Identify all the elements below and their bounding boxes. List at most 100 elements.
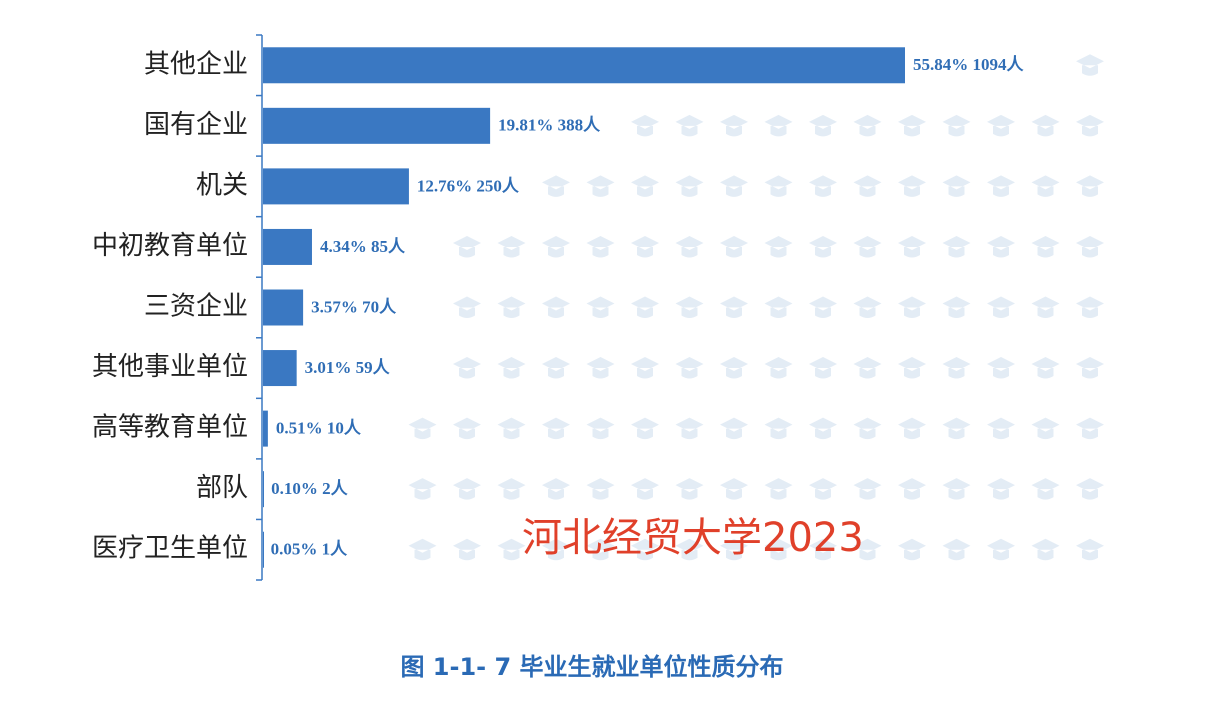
cap-icon	[453, 538, 481, 561]
cap-icon	[542, 417, 570, 440]
cap-icon	[497, 296, 526, 318]
cap-icon	[1076, 175, 1104, 197]
cap-icon	[497, 538, 526, 561]
cap-icon	[853, 114, 882, 137]
value-label: 0.05% 1人	[271, 540, 349, 559]
cap-icon	[987, 357, 1015, 379]
category-label: 机关	[196, 170, 248, 200]
cap-icon	[675, 114, 704, 137]
cap-icon	[1031, 538, 1060, 561]
cap-icon	[987, 417, 1015, 440]
cap-icon	[942, 357, 971, 379]
bar	[263, 107, 491, 144]
cap-icon	[898, 538, 926, 561]
cap-icon	[453, 296, 481, 318]
cap-icon	[853, 175, 882, 197]
cap-icon	[586, 296, 615, 318]
cap-icon	[1076, 54, 1104, 76]
cap-icon	[1076, 114, 1104, 137]
cap-icon	[453, 235, 481, 258]
cap-icon	[542, 175, 570, 197]
bar	[263, 289, 304, 326]
cap-icon	[631, 235, 659, 258]
cap-icon	[942, 478, 971, 500]
value-label: 3.57% 70人	[311, 297, 397, 316]
cap-icon	[720, 357, 748, 379]
cap-icon	[408, 478, 437, 500]
cap-icon	[987, 296, 1015, 318]
cap-icon	[987, 114, 1015, 137]
cap-icon	[1076, 417, 1104, 440]
bar	[263, 228, 312, 265]
cap-icon	[1031, 357, 1060, 379]
cap-icon	[898, 175, 926, 197]
cap-icon	[720, 538, 748, 561]
cap-icon	[720, 235, 748, 258]
category-label: 部队	[196, 473, 248, 503]
cap-icon	[1031, 478, 1060, 500]
cap-icon	[987, 235, 1015, 258]
cap-icon	[809, 478, 837, 500]
cap-icon	[1031, 417, 1060, 440]
cap-icon	[586, 357, 615, 379]
cap-icon	[809, 417, 837, 440]
cap-icon	[631, 357, 659, 379]
cap-icon	[1031, 175, 1060, 197]
cap-icon	[542, 296, 570, 318]
cap-icon	[1031, 296, 1060, 318]
chart-caption: 图 1-1- 7 毕业生就业单位性质分布	[400, 653, 783, 681]
cap-icon	[675, 235, 704, 258]
value-label: 0.10% 2人	[271, 479, 349, 498]
cap-icon	[898, 114, 926, 137]
cap-icon	[675, 296, 704, 318]
value-label: 4.34% 85人	[320, 237, 406, 256]
cap-icon	[809, 538, 837, 561]
cap-icon	[631, 175, 659, 197]
cap-icon	[542, 235, 570, 258]
bar	[263, 168, 409, 205]
cap-icon	[809, 175, 837, 197]
cap-icon	[497, 417, 526, 440]
value-label: 55.84% 1094人	[913, 55, 1025, 74]
cap-icon	[764, 296, 793, 318]
cap-icon	[853, 478, 882, 500]
cap-icon	[453, 478, 481, 500]
cap-icon	[764, 478, 793, 500]
cap-icon	[586, 538, 615, 561]
cap-icon	[453, 357, 481, 379]
category-label: 中初教育单位	[92, 231, 248, 261]
value-label: 0.51% 10人	[276, 419, 362, 438]
cap-icon	[764, 417, 793, 440]
value-label: 12.76% 250人	[417, 176, 520, 195]
cap-icon	[853, 357, 882, 379]
cap-icon	[764, 235, 793, 258]
cap-icon	[898, 296, 926, 318]
cap-icon	[853, 235, 882, 258]
background-icons	[408, 54, 1104, 561]
cap-icon	[853, 538, 882, 561]
cap-icon	[942, 417, 971, 440]
cap-icon	[987, 175, 1015, 197]
cap-icon	[720, 114, 748, 137]
cap-icon	[898, 478, 926, 500]
cap-icon	[809, 296, 837, 318]
cap-icon	[809, 114, 837, 137]
cap-icon	[853, 417, 882, 440]
cap-icon	[720, 175, 748, 197]
cap-icon	[1076, 478, 1104, 500]
category-label: 医疗卫生单位	[92, 534, 248, 564]
bar	[263, 47, 905, 84]
cap-icon	[1031, 235, 1060, 258]
cap-icon	[1076, 235, 1104, 258]
cap-icon	[1076, 357, 1104, 379]
category-label: 国有企业	[144, 110, 248, 140]
cap-icon	[764, 357, 793, 379]
cap-icon	[408, 538, 437, 561]
bar	[263, 350, 297, 387]
value-label: 3.01% 59人	[305, 358, 391, 377]
cap-icon	[497, 478, 526, 500]
cap-icon	[631, 114, 659, 137]
cap-icon	[586, 478, 615, 500]
cap-icon	[453, 417, 481, 440]
cap-icon	[586, 417, 615, 440]
